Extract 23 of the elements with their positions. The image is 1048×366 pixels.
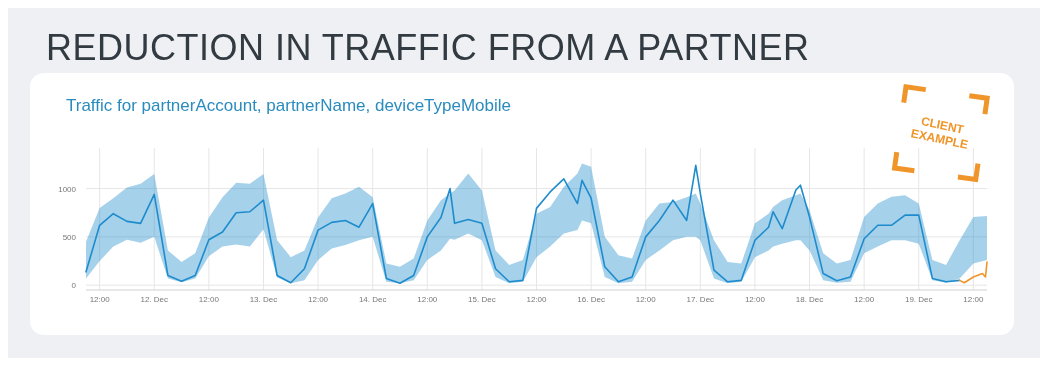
x-tick-label: 13. Dec bbox=[249, 295, 278, 304]
x-tick-label: 12. Dec bbox=[140, 295, 169, 304]
y-tick-label: 1000 bbox=[58, 184, 77, 194]
x-tick-label: 12:00 bbox=[744, 295, 766, 304]
x-tick-label: 19. Dec bbox=[904, 295, 933, 304]
x-tick-label: 15. Dec bbox=[468, 295, 496, 304]
x-tick-label: 16. Dec bbox=[577, 295, 605, 304]
x-tick-label: 12:00 bbox=[635, 295, 657, 304]
x-tick-label: 12:00 bbox=[89, 295, 111, 304]
y-tick-label: 0 bbox=[71, 281, 77, 291]
x-tick-label: 17. Dec bbox=[686, 295, 715, 304]
y-tick-label: 500 bbox=[62, 232, 77, 242]
x-tick-label: 12:00 bbox=[854, 295, 875, 304]
x-tick-label: 12:00 bbox=[963, 295, 984, 304]
x-tick-label: 12:00 bbox=[526, 295, 548, 304]
chart-subtitle: Traffic for partnerAccount, partnerName, deviceTypeMobile bbox=[66, 96, 512, 115]
x-tick-label: 14. Dec bbox=[358, 295, 387, 304]
annotation: CLIENT EXAMPLE bbox=[909, 114, 970, 152]
x-tick-label: 18. Dec bbox=[795, 295, 824, 304]
x-tick-label: 12:00 bbox=[198, 295, 220, 304]
x-tick-label: 12:00 bbox=[308, 295, 329, 304]
chart-title: REDUCTION IN TRAFFIC FROM A PARTNER bbox=[46, 27, 810, 68]
x-tick-label: 12:00 bbox=[417, 295, 438, 304]
